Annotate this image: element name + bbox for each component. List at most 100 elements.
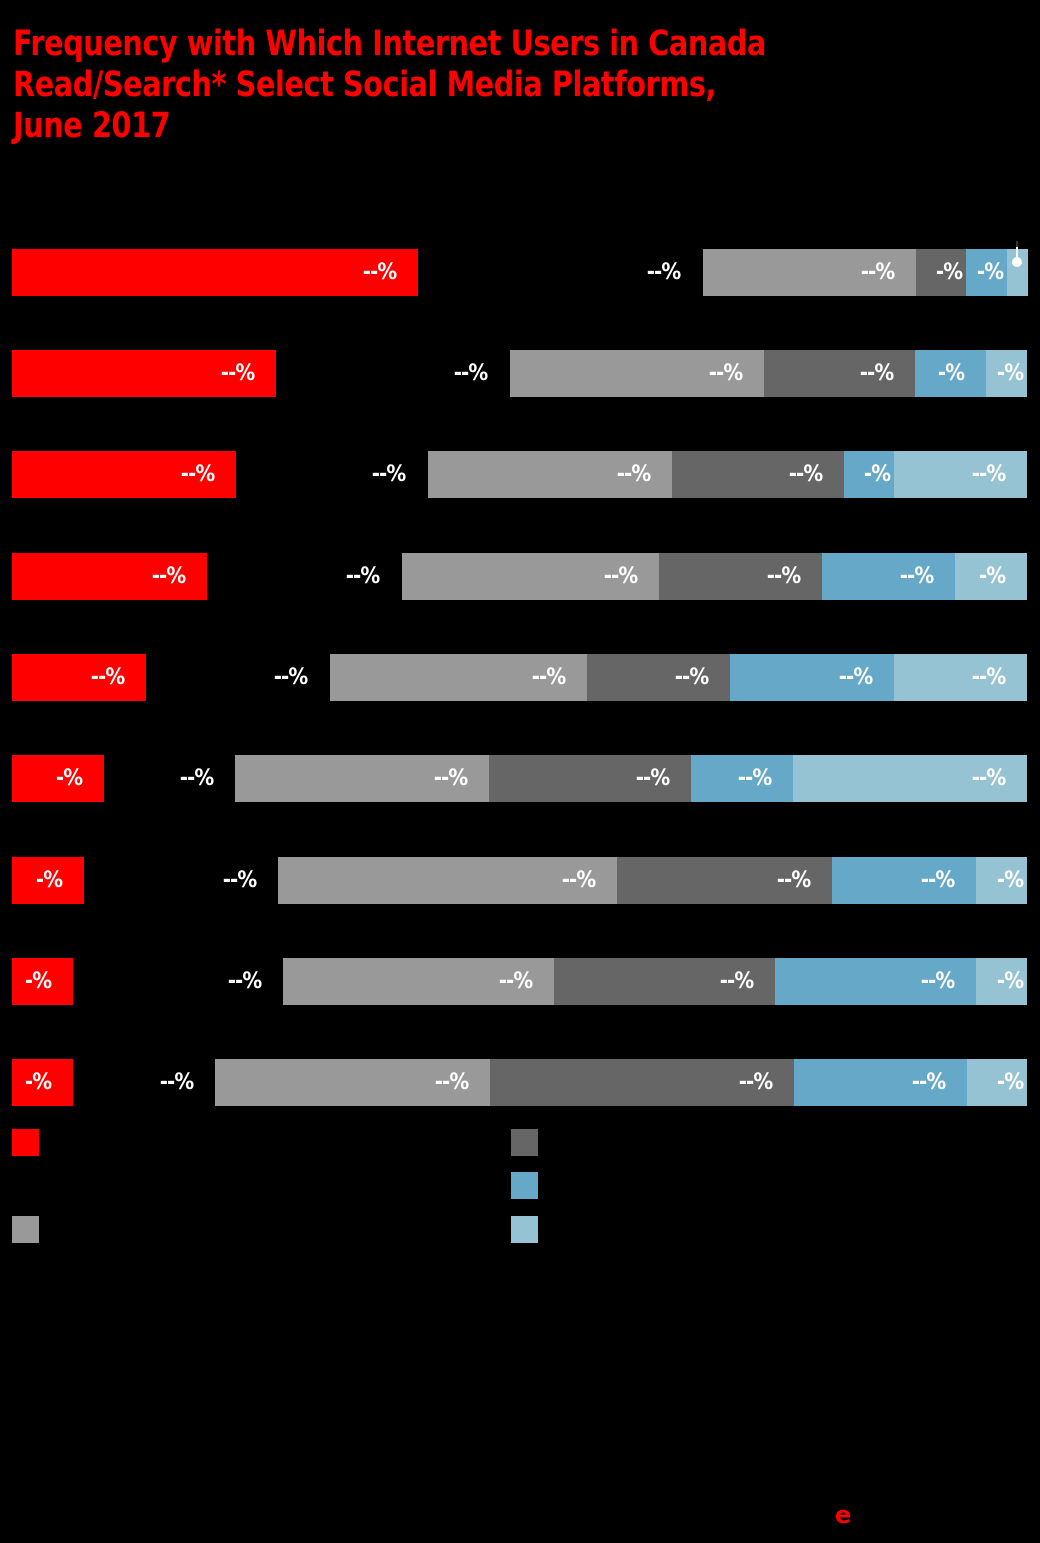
bar-segment: --% — [894, 451, 1027, 498]
bar-segment: --% — [235, 755, 489, 802]
callout-pin-icon — [1012, 241, 1022, 267]
data-label: --% — [708, 361, 742, 386]
bar-row: -% --% --% --% --% --% — [0, 755, 1040, 802]
data-label: -% — [55, 766, 83, 791]
data-label: -% — [996, 868, 1024, 893]
bar-row: -% --% --% --% --% -% — [0, 1059, 1040, 1106]
data-label: --% — [860, 260, 894, 285]
bar-segment: --% — [659, 553, 822, 600]
data-label: --% — [220, 361, 254, 386]
outside-data-label: --% — [273, 665, 307, 690]
bar-segment: --% — [794, 1059, 967, 1106]
bar-segment: --% — [283, 958, 554, 1005]
data-label: --% — [151, 564, 185, 589]
bar-segment: --% — [510, 350, 764, 397]
data-label: --% — [971, 462, 1005, 487]
bar-segment-primary: --% — [12, 350, 276, 397]
chart-title: Frequency with Which Internet Users in C… — [13, 24, 766, 146]
data-label: --% — [859, 361, 893, 386]
outside-data-label: --% — [453, 361, 487, 386]
bar-segment-primary: --% — [12, 654, 146, 701]
bar-segment: -% — [844, 451, 894, 498]
bar-segment: --% — [428, 451, 672, 498]
data-label: --% — [738, 1070, 772, 1095]
bar-row: -% --% --% --% --% -% — [0, 958, 1040, 1005]
data-label: --% — [561, 868, 595, 893]
bar-segment-primary: --% — [12, 451, 236, 498]
data-label: -% — [976, 260, 1004, 285]
bar-segment: --% — [330, 654, 587, 701]
bar-segment: --% — [730, 654, 894, 701]
data-label: --% — [90, 665, 124, 690]
bar-segment: --% — [554, 958, 775, 1005]
data-label: --% — [603, 564, 637, 589]
data-label: --% — [838, 665, 872, 690]
bar-segment: --% — [894, 654, 1027, 701]
data-label: --% — [971, 665, 1005, 690]
legend-swatch — [511, 1172, 538, 1199]
bar-segment: --% — [215, 1059, 490, 1106]
bar-segment-primary: -% — [12, 1059, 73, 1106]
data-label: --% — [434, 1070, 468, 1095]
data-label: --% — [737, 766, 771, 791]
bar-segment: -% — [916, 249, 966, 296]
data-label: -% — [996, 361, 1024, 386]
outside-data-label: --% — [371, 462, 405, 487]
data-label: --% — [971, 766, 1005, 791]
outside-data-label: --% — [222, 868, 256, 893]
data-label: --% — [616, 462, 650, 487]
bar-segment: --% — [775, 958, 976, 1005]
data-label: --% — [433, 766, 467, 791]
outside-data-label: --% — [646, 260, 680, 285]
data-label: -% — [996, 969, 1024, 994]
bar-segment: --% — [489, 755, 691, 802]
brand-logo: e — [835, 1501, 852, 1529]
bar-segment: --% — [587, 654, 730, 701]
data-label: --% — [788, 462, 822, 487]
outside-data-label: --% — [179, 766, 213, 791]
bar-row: --% --% --% --% --% -% — [0, 553, 1040, 600]
bar-segment: --% — [832, 857, 976, 904]
data-label: -% — [935, 260, 963, 285]
data-label: --% — [719, 969, 753, 994]
bar-segment: -% — [986, 350, 1027, 397]
outside-data-label: --% — [159, 1070, 193, 1095]
data-label: --% — [180, 462, 214, 487]
bar-segment: --% — [764, 350, 915, 397]
data-label: -% — [937, 361, 965, 386]
bar-row: --% --% --% --% -% -% — [0, 350, 1040, 397]
data-label: -% — [24, 969, 52, 994]
bar-segment-primary: -% — [12, 958, 73, 1005]
bar-segment-primary: --% — [12, 553, 207, 600]
data-label: --% — [920, 969, 954, 994]
data-label: -% — [24, 1070, 52, 1095]
legend-swatch — [511, 1216, 538, 1243]
data-label: --% — [899, 564, 933, 589]
data-label: --% — [635, 766, 669, 791]
bar-segment: --% — [278, 857, 617, 904]
data-label: --% — [776, 868, 810, 893]
bar-segment: -% — [976, 958, 1027, 1005]
bar-row: --% --% --% --% -% --% — [0, 451, 1040, 498]
bar-segment: --% — [617, 857, 832, 904]
data-label: -% — [978, 564, 1006, 589]
bar-segment-primary: -% — [12, 755, 104, 802]
bar-segment: -% — [955, 553, 1027, 600]
bar-segment: -% — [966, 249, 1007, 296]
bar-segment: -% — [967, 1059, 1027, 1106]
bar-segment: --% — [822, 553, 955, 600]
data-label: --% — [766, 564, 800, 589]
data-label: --% — [911, 1070, 945, 1095]
bar-segment: --% — [703, 249, 916, 296]
data-label: --% — [531, 665, 565, 690]
bar-row: --% --% --% -% -% — [0, 241, 1040, 296]
outside-data-label: --% — [345, 564, 379, 589]
data-label: -% — [863, 462, 891, 487]
bar-segment: --% — [793, 755, 1027, 802]
bar-segment: -% — [976, 857, 1027, 904]
bar-segment: --% — [691, 755, 793, 802]
bar-segment: -% — [915, 350, 986, 397]
bar-row: --% --% --% --% --% --% — [0, 654, 1040, 701]
legend-swatch — [12, 1129, 39, 1156]
bar-segment-primary: -% — [12, 857, 84, 904]
